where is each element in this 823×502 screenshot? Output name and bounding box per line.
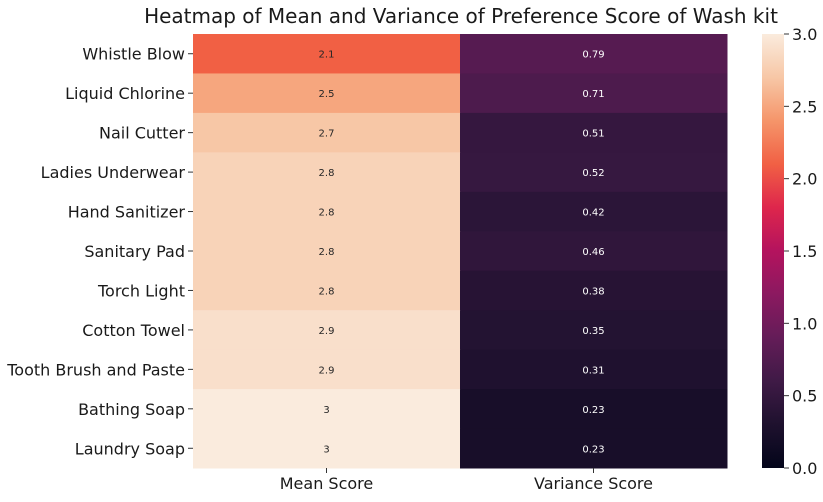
colorbar-tick-label: 2.0 — [792, 170, 817, 189]
heatmap-cell — [193, 231, 461, 272]
heatmap-cell — [460, 389, 728, 430]
heatmap-cell — [460, 428, 728, 469]
row-label: Liquid Chlorine — [65, 84, 185, 103]
heatmap-cells — [193, 34, 728, 469]
row-label: Tooth Brush and Paste — [6, 360, 185, 379]
cell-value-label: 2.9 — [319, 365, 335, 376]
cell-value-label: 3 — [323, 444, 329, 455]
heatmap-cell — [460, 112, 728, 153]
cell-value-label: 0.51 — [582, 129, 604, 140]
cell-value-label: 2.8 — [319, 286, 335, 297]
colorbar-gradient — [762, 34, 784, 468]
heatmap-cell — [193, 34, 461, 74]
cell-value-label: 0.38 — [582, 286, 604, 297]
cell-value-label: 0.42 — [582, 208, 604, 219]
row-label: Whistle Blow — [82, 45, 185, 64]
cell-value-label: 0.46 — [582, 247, 604, 258]
cell-value-label: 2.7 — [319, 129, 335, 140]
heatmap-cell — [460, 191, 728, 232]
row-label: Cotton Towel — [82, 321, 185, 340]
cell-value-label: 2.8 — [319, 247, 335, 258]
cell-value-label: 0.23 — [582, 444, 604, 455]
cell-value-label: 0.71 — [582, 89, 604, 100]
cell-value-label: 0.31 — [582, 365, 604, 376]
heatmap-cell — [193, 152, 461, 193]
row-labels: Whistle Blow Liquid Chlorine Nail Cutter La… — [6, 45, 193, 458]
row-label: Sanitary Pad — [84, 242, 185, 261]
heatmap-cell — [193, 191, 461, 232]
colorbar-tick-label: 0.5 — [792, 387, 817, 406]
heatmap-cell — [460, 73, 728, 114]
heatmap-cell — [193, 73, 461, 114]
heatmap-cell — [460, 270, 728, 311]
row-label: Ladies Underwear — [41, 163, 186, 182]
column-labels: Mean Score Variance Score — [280, 468, 653, 493]
colorbar-tick-label: 2.5 — [792, 97, 817, 116]
heatmap-cell — [460, 34, 728, 74]
colorbar-tick-label: 1.0 — [792, 314, 817, 333]
cell-value-label: 3 — [323, 405, 329, 416]
colorbar-tick-label: 1.5 — [792, 242, 817, 261]
heatmap-cell — [193, 270, 461, 311]
cell-value-label: 0.79 — [582, 50, 604, 61]
colorbar-tick-label: 0.0 — [792, 459, 817, 478]
cell-value-label: 0.23 — [582, 405, 604, 416]
heatmap-cell — [193, 112, 461, 153]
cell-value-label: 2.5 — [319, 89, 335, 100]
heatmap-cell — [193, 310, 461, 351]
heatmap-cell — [460, 231, 728, 272]
cell-value-label: 2.9 — [319, 326, 335, 337]
row-label: Nail Cutter — [99, 124, 185, 143]
row-label: Bathing Soap — [78, 400, 185, 419]
row-label: Hand Sanitizer — [68, 203, 186, 222]
heatmap-cell — [460, 152, 728, 193]
heatmap-cell-labels: 2.1 0.79 2.5 0.71 2.7 0.51 2.8 0.52 2.8 0.42 2.8 0.… — [319, 50, 605, 456]
heatmap-cell — [460, 310, 728, 351]
cell-value-label: 2.8 — [319, 168, 335, 179]
heatmap-cell — [193, 428, 461, 469]
chart-title: Heatmap of Mean and Variance of Preferen… — [144, 4, 778, 28]
cell-value-label: 2.1 — [319, 50, 335, 61]
cell-value-label: 0.35 — [582, 326, 604, 337]
colorbar-tick-label: 3.0 — [792, 25, 817, 44]
heatmap-cell — [460, 349, 728, 390]
row-label: Torch Light — [97, 281, 185, 300]
heatmap-cell — [193, 349, 461, 390]
cell-value-label: 2.8 — [319, 208, 335, 219]
row-label: Laundry Soap — [75, 439, 185, 458]
column-label: Mean Score — [280, 474, 374, 493]
column-label: Variance Score — [534, 474, 653, 493]
cell-value-label: 0.52 — [582, 168, 604, 179]
colorbar: 0.0 0.5 1.0 1.5 2.0 2.5 3.0 — [762, 25, 817, 478]
heatmap-cell — [193, 389, 461, 430]
